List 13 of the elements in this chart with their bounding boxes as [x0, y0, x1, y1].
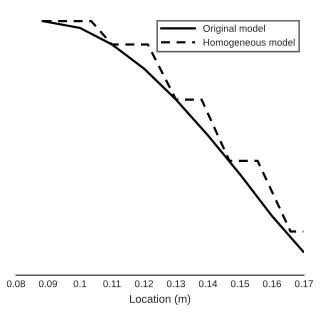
x-tick-label: 0.14 [198, 280, 218, 288]
x-tick-label: 0.11 [103, 280, 121, 288]
x-tick-label: 0.09 [38, 280, 57, 288]
x-tick-label: 0.16 [262, 280, 282, 288]
legend-label: Homogeneous model [204, 38, 295, 48]
x-axis-title: Location (m) [130, 294, 190, 306]
legend-label: Original model [203, 24, 265, 34]
x-tick-label: 0.13 [166, 280, 186, 288]
x-tick-label: 0.15 [230, 280, 250, 288]
x-tick-label: 0.12 [134, 280, 153, 288]
x-tick-label: 0.17 [294, 280, 313, 288]
x-tick-label: 0.1 [74, 280, 86, 288]
x-tick-label: 0.08 [6, 280, 26, 288]
